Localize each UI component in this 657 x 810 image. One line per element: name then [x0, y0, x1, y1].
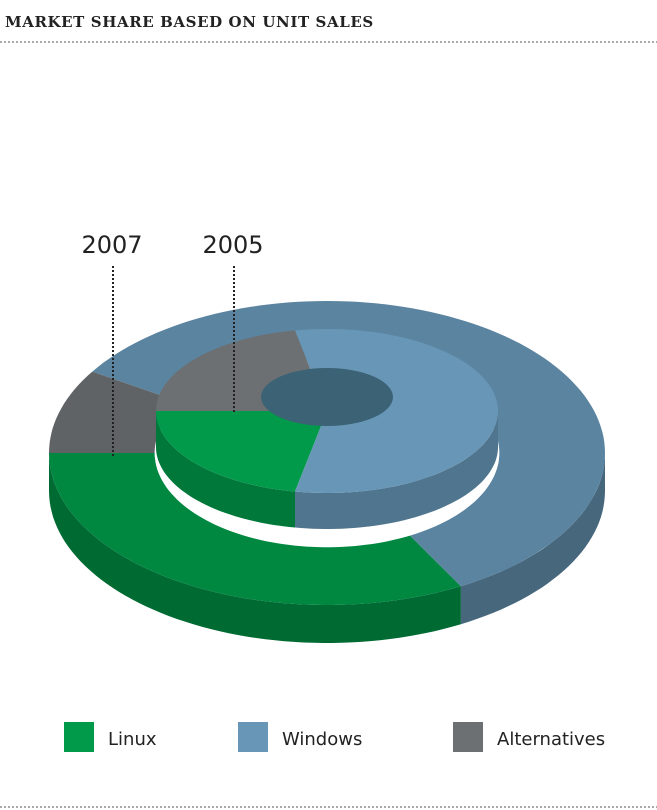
donut-hole: [261, 368, 393, 426]
legend-label: Linux: [108, 729, 157, 750]
legend-swatch: [64, 722, 94, 752]
ring-label: 2007: [81, 231, 142, 259]
legend-label: Windows: [282, 729, 362, 750]
slice-side: [460, 453, 605, 625]
legend: Linux Windows Alternatives: [64, 722, 605, 752]
legend-label: Alternatives: [497, 729, 605, 750]
slice-side: [295, 411, 498, 529]
ring-label: 2005: [202, 231, 263, 259]
pie: [49, 301, 606, 643]
slice: [156, 411, 327, 492]
slice: [49, 453, 461, 605]
slice: [49, 371, 182, 453]
legend-swatch: [453, 722, 483, 752]
slice-side: [156, 411, 295, 528]
chart-title: MARKET SHARE BASED ON UNIT SALES: [5, 13, 374, 31]
legend-swatch: [238, 722, 268, 752]
slice-side: [49, 453, 461, 643]
